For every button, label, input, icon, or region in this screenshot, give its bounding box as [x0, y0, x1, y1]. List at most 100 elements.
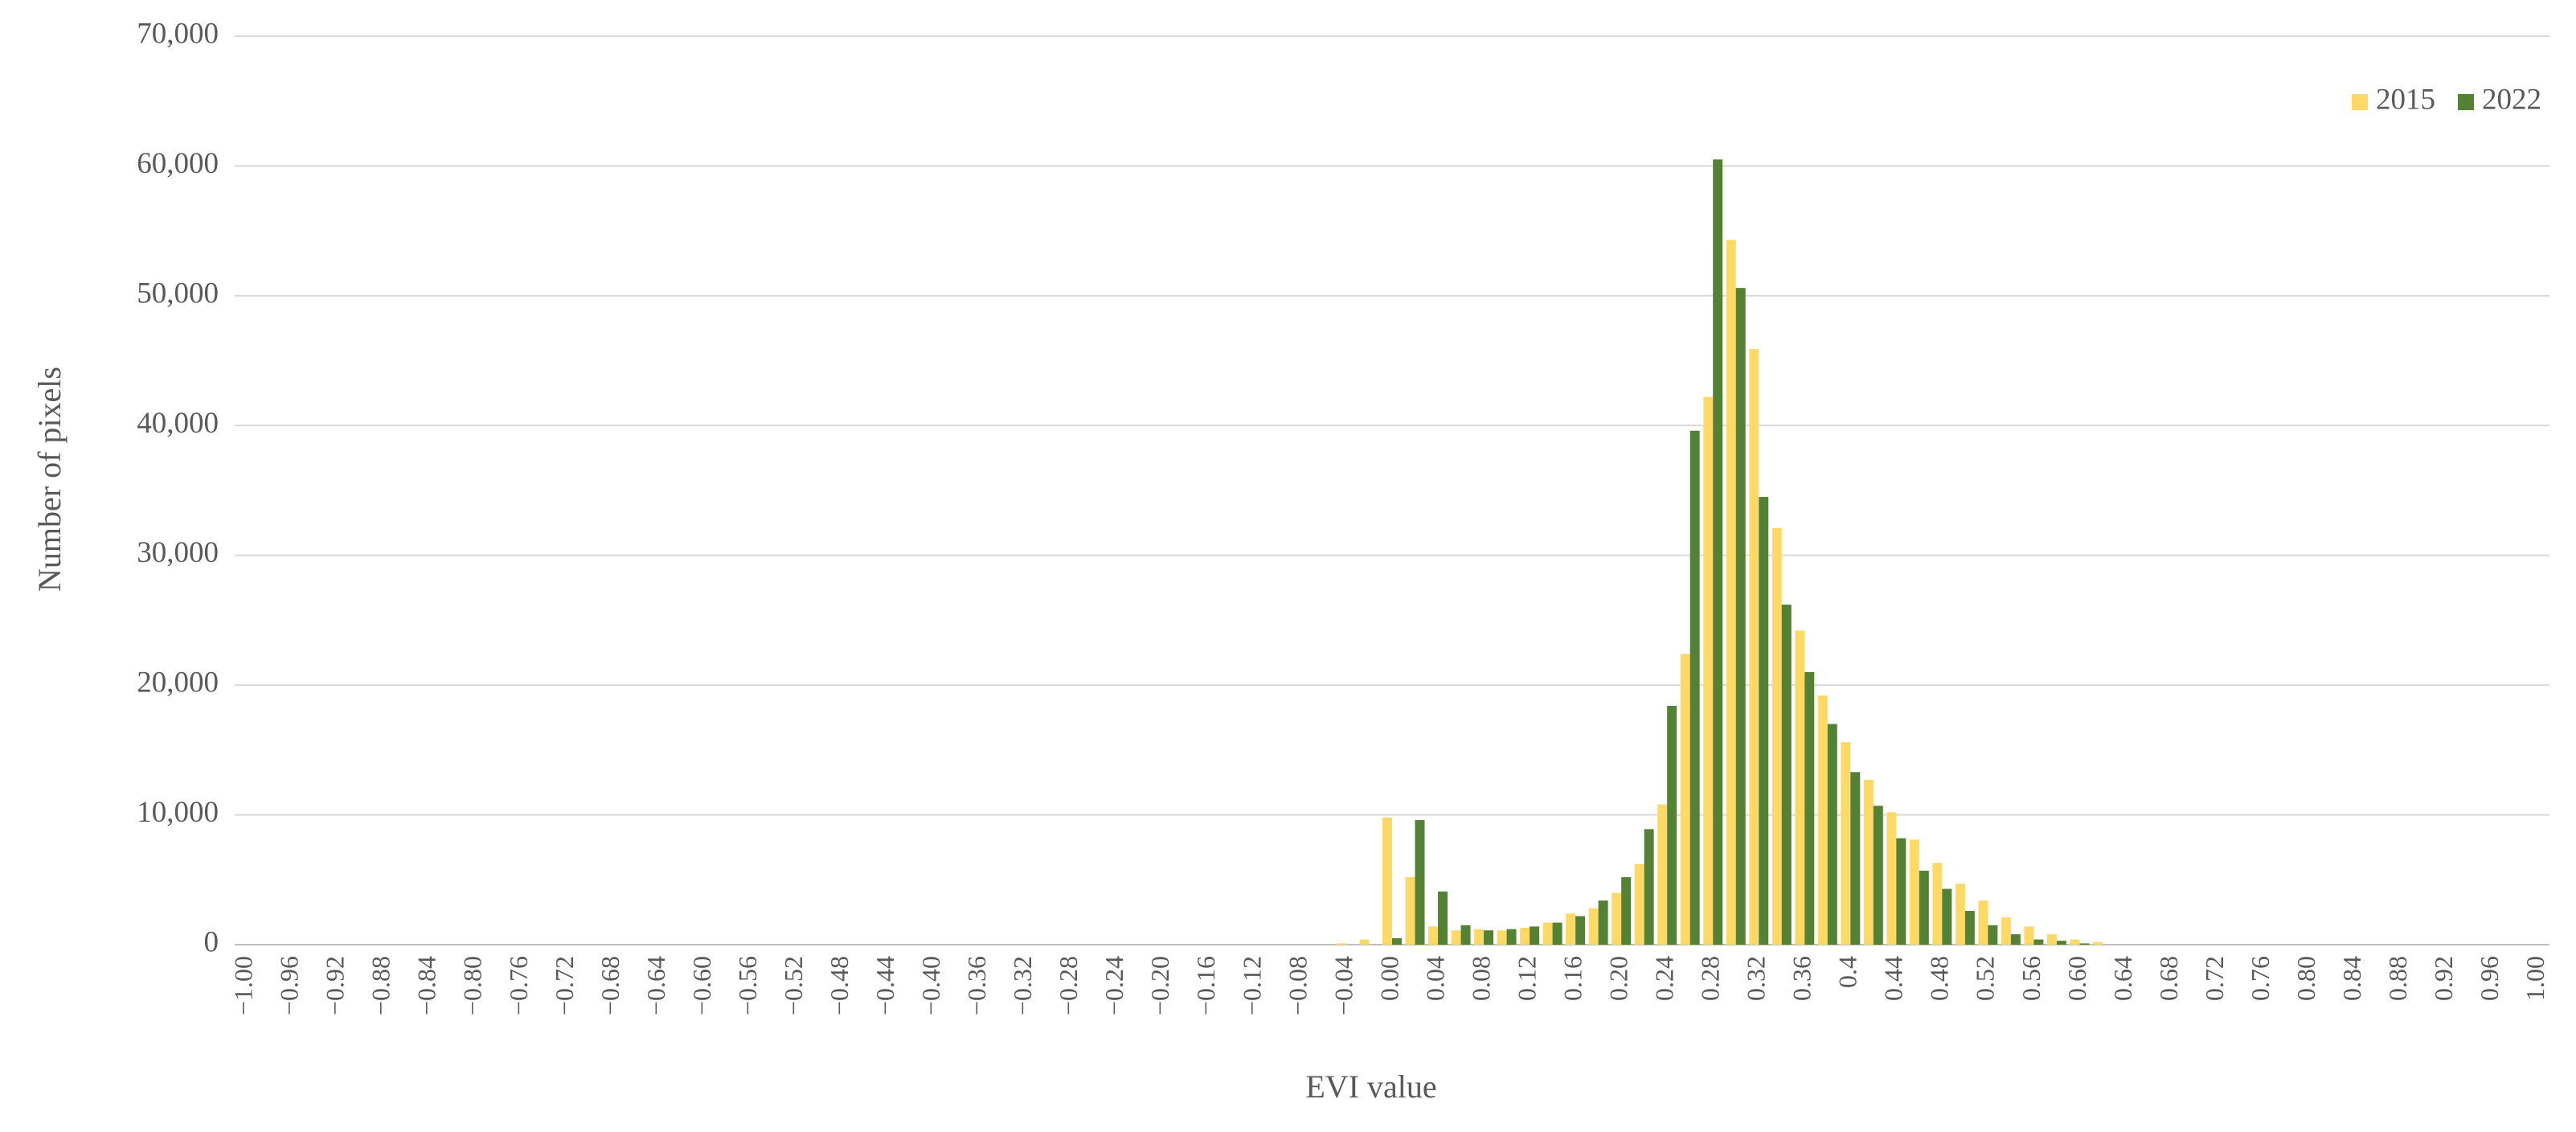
x-tick-label: −0.20	[1145, 956, 1174, 1015]
bar	[1896, 838, 1906, 945]
x-tick-label: 0.4	[1833, 956, 1862, 988]
x-tick-label: −0.60	[687, 956, 716, 1015]
x-tick-label: 0.72	[2200, 956, 2229, 1001]
bar	[1460, 925, 1471, 945]
x-tick-label: −0.32	[1008, 956, 1037, 1015]
x-tick-label: 0.28	[1696, 956, 1725, 1001]
bar	[1964, 911, 1975, 945]
y-tick-label: 20,000	[137, 666, 219, 699]
bar	[2079, 943, 2090, 945]
x-tick-label: −0.08	[1283, 956, 1312, 1015]
x-tick-label: −1.00	[229, 956, 258, 1015]
bar	[1438, 891, 1448, 945]
x-tick-label: −0.76	[504, 956, 533, 1015]
y-tick-label: 50,000	[137, 277, 219, 310]
bar	[1644, 829, 1654, 945]
bar	[1575, 916, 1586, 945]
bar	[1988, 925, 1998, 945]
bar	[1713, 159, 1723, 945]
x-tick-label: −0.04	[1329, 956, 1358, 1015]
bar	[1873, 806, 1883, 945]
x-tick-label: −0.16	[1191, 956, 1220, 1015]
bar	[1978, 900, 1988, 945]
bar	[1634, 863, 1644, 945]
bar	[1497, 930, 1507, 945]
x-tick-label: −0.28	[1054, 956, 1083, 1015]
x-tick-label: 0.64	[2108, 956, 2137, 1001]
bar	[2070, 939, 2080, 945]
x-tick-label: −0.88	[367, 956, 395, 1015]
x-tick-label: 0.56	[2017, 956, 2046, 1001]
legend-swatch	[2352, 94, 2368, 110]
x-tick-label: −0.56	[733, 956, 762, 1015]
x-tick-label: 0.96	[2475, 956, 2504, 1001]
bar	[1749, 349, 1759, 945]
x-tick-label: 1.00	[2521, 956, 2549, 1001]
x-tick-label: −0.68	[596, 956, 625, 1015]
x-tick-label: 0.24	[1650, 956, 1679, 1001]
x-tick-label: −0.72	[550, 956, 579, 1015]
bar	[1506, 929, 1517, 945]
x-tick-label: −0.40	[916, 956, 945, 1015]
y-tick-label: 70,000	[137, 17, 219, 50]
x-tick-label: 0.68	[2154, 956, 2183, 1001]
legend-label: 2015	[2376, 83, 2435, 116]
bar	[1726, 240, 1736, 945]
bar	[1667, 705, 1677, 945]
bar	[1612, 892, 1622, 945]
x-tick-label: 0.32	[1742, 956, 1771, 1001]
bar	[1542, 922, 1553, 945]
x-tick-label: −0.92	[321, 956, 350, 1015]
y-tick-label: 0	[204, 925, 219, 958]
bar	[2033, 939, 2044, 945]
bar	[2056, 941, 2066, 945]
x-tick-label: 0.20	[1603, 956, 1632, 1001]
bar	[1886, 812, 1897, 945]
bar	[1827, 724, 1837, 945]
x-tick-label: −0.44	[870, 956, 899, 1015]
bar	[1841, 742, 1851, 945]
bar	[1909, 839, 1919, 945]
x-tick-label: 0.88	[2383, 956, 2412, 1001]
bar	[1942, 888, 1952, 945]
bar	[1566, 913, 1576, 945]
x-tick-label: −0.48	[825, 956, 854, 1015]
bar	[1405, 877, 1415, 945]
bar	[1359, 939, 1370, 945]
x-axis-title: EVI value	[1305, 1068, 1436, 1105]
bar	[1795, 630, 1805, 945]
bar	[2001, 917, 2011, 945]
bar	[2092, 941, 2103, 945]
x-tick-label: 0.48	[1925, 956, 1954, 1001]
y-tick-label: 40,000	[137, 407, 219, 440]
bar	[1392, 937, 1402, 945]
x-tick-label: −0.84	[412, 956, 441, 1015]
x-tick-label: −0.52	[779, 956, 808, 1015]
bar	[1428, 926, 1439, 945]
legend-swatch	[2458, 94, 2474, 110]
bar	[1919, 870, 1929, 945]
bar	[2010, 934, 2021, 945]
x-tick-label: −0.12	[1237, 956, 1266, 1015]
bar	[1621, 877, 1632, 945]
bar	[1689, 430, 1700, 945]
bar	[2024, 926, 2034, 945]
bar	[1771, 527, 1782, 945]
x-tick-label: −0.36	[962, 956, 991, 1015]
bar	[1680, 654, 1690, 945]
x-tick-label: −0.24	[1100, 956, 1128, 1015]
bar	[1955, 884, 1965, 945]
legend-label: 2022	[2482, 83, 2541, 116]
bar	[1781, 605, 1792, 945]
bar	[1552, 922, 1562, 945]
bar	[1474, 929, 1485, 945]
bar	[1759, 497, 1769, 945]
y-tick-label: 10,000	[137, 796, 219, 829]
bar	[1863, 779, 1874, 945]
bar	[1598, 900, 1608, 945]
x-tick-label: 0.80	[2291, 956, 2320, 1001]
x-tick-label: 0.04	[1420, 956, 1449, 1001]
bar	[1735, 288, 1746, 945]
bar	[1850, 772, 1861, 945]
